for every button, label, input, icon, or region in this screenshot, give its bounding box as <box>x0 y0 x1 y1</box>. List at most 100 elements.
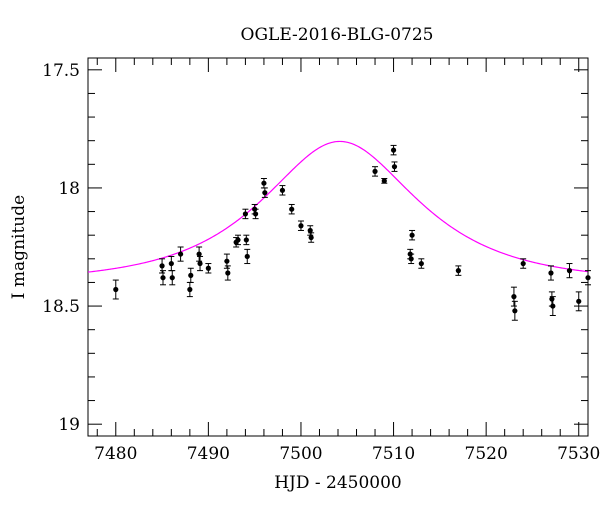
data-marker <box>225 270 231 276</box>
data-marker <box>520 260 526 267</box>
data-point <box>510 286 517 307</box>
y-tick-label: 18 <box>58 179 80 199</box>
data-marker <box>512 308 518 314</box>
data-point <box>372 166 379 177</box>
data-marker <box>308 234 314 241</box>
data-point <box>511 300 518 321</box>
x-axis-label: HJD - 2450000 <box>274 473 402 493</box>
data-point <box>186 281 193 298</box>
data-point <box>547 265 554 281</box>
data-marker <box>261 180 267 186</box>
data-point <box>408 253 415 265</box>
data-marker <box>548 270 554 276</box>
data-marker <box>391 164 398 170</box>
data-point <box>205 263 212 274</box>
data-point <box>196 246 203 262</box>
data-marker <box>169 275 175 281</box>
data-point <box>288 203 295 215</box>
data-point <box>391 161 398 172</box>
data-marker <box>390 147 397 153</box>
data-point <box>168 255 175 272</box>
data-marker <box>408 256 414 262</box>
data-points <box>112 144 591 321</box>
data-point <box>409 229 416 241</box>
data-marker <box>372 168 378 174</box>
data-point <box>297 220 304 231</box>
data-marker <box>113 286 119 293</box>
data-point <box>549 296 556 317</box>
data-marker <box>188 272 194 278</box>
data-point <box>169 270 176 286</box>
x-tick-label: 7530 <box>557 444 600 464</box>
data-point <box>261 187 268 198</box>
y-tick-label: 18.5 <box>42 297 80 317</box>
data-point <box>177 246 184 262</box>
data-point <box>520 258 527 269</box>
data-marker <box>197 260 203 267</box>
data-marker <box>511 294 517 300</box>
data-marker <box>242 211 249 217</box>
data-marker <box>235 237 241 243</box>
chart-title: OGLE-2016-BLG-0725 <box>241 25 434 45</box>
model-curve <box>87 140 589 273</box>
data-point <box>112 279 119 300</box>
axis-ticks <box>88 58 588 436</box>
data-point <box>585 270 591 286</box>
data-point <box>160 270 166 286</box>
data-marker <box>307 227 313 234</box>
data-marker <box>244 253 250 260</box>
x-tick-labels: 7480 7490 7500 7510 7520 7530 <box>94 444 600 464</box>
data-marker <box>177 251 184 257</box>
data-point <box>235 234 241 246</box>
y-tick-labels: 17.5 18 18.5 19 <box>42 61 80 435</box>
data-point <box>279 185 286 196</box>
data-marker <box>381 178 387 184</box>
data-marker <box>418 260 424 267</box>
data-marker <box>252 211 259 217</box>
data-marker <box>196 251 202 257</box>
data-point <box>224 265 231 281</box>
data-marker <box>455 268 461 274</box>
data-marker <box>549 296 555 302</box>
data-point <box>390 144 397 156</box>
data-point <box>242 208 249 220</box>
y-axis-label: I magnitude <box>9 195 29 299</box>
x-tick-label: 7500 <box>279 444 322 464</box>
x-tick-label: 7490 <box>187 444 230 464</box>
x-tick-label: 7480 <box>94 444 137 464</box>
data-point <box>566 263 573 279</box>
plot-area <box>87 140 591 321</box>
data-marker <box>159 263 165 269</box>
data-point <box>260 177 267 189</box>
data-marker <box>289 206 295 212</box>
data-marker <box>298 223 304 229</box>
data-marker <box>279 187 286 193</box>
data-marker <box>224 258 230 264</box>
data-marker <box>409 232 415 238</box>
data-point <box>243 234 250 246</box>
data-marker <box>187 286 193 293</box>
data-point <box>252 208 259 220</box>
data-point <box>244 248 251 265</box>
data-point <box>381 177 388 184</box>
data-point <box>187 267 194 283</box>
data-marker <box>160 275 166 281</box>
data-marker <box>205 265 211 271</box>
data-point <box>418 258 425 269</box>
data-point <box>455 265 462 276</box>
data-point <box>575 291 582 312</box>
data-marker <box>566 268 573 274</box>
plot-frame <box>87 57 589 437</box>
data-marker <box>243 237 249 243</box>
data-point <box>308 232 315 243</box>
data-point <box>307 225 314 236</box>
y-tick-label: 17.5 <box>42 61 80 81</box>
x-tick-label: 7510 <box>372 444 415 464</box>
data-marker <box>262 190 268 196</box>
x-tick-label: 7520 <box>465 444 508 464</box>
data-marker <box>576 298 582 304</box>
data-point <box>197 255 204 272</box>
data-marker <box>585 275 591 281</box>
data-marker <box>550 303 556 309</box>
